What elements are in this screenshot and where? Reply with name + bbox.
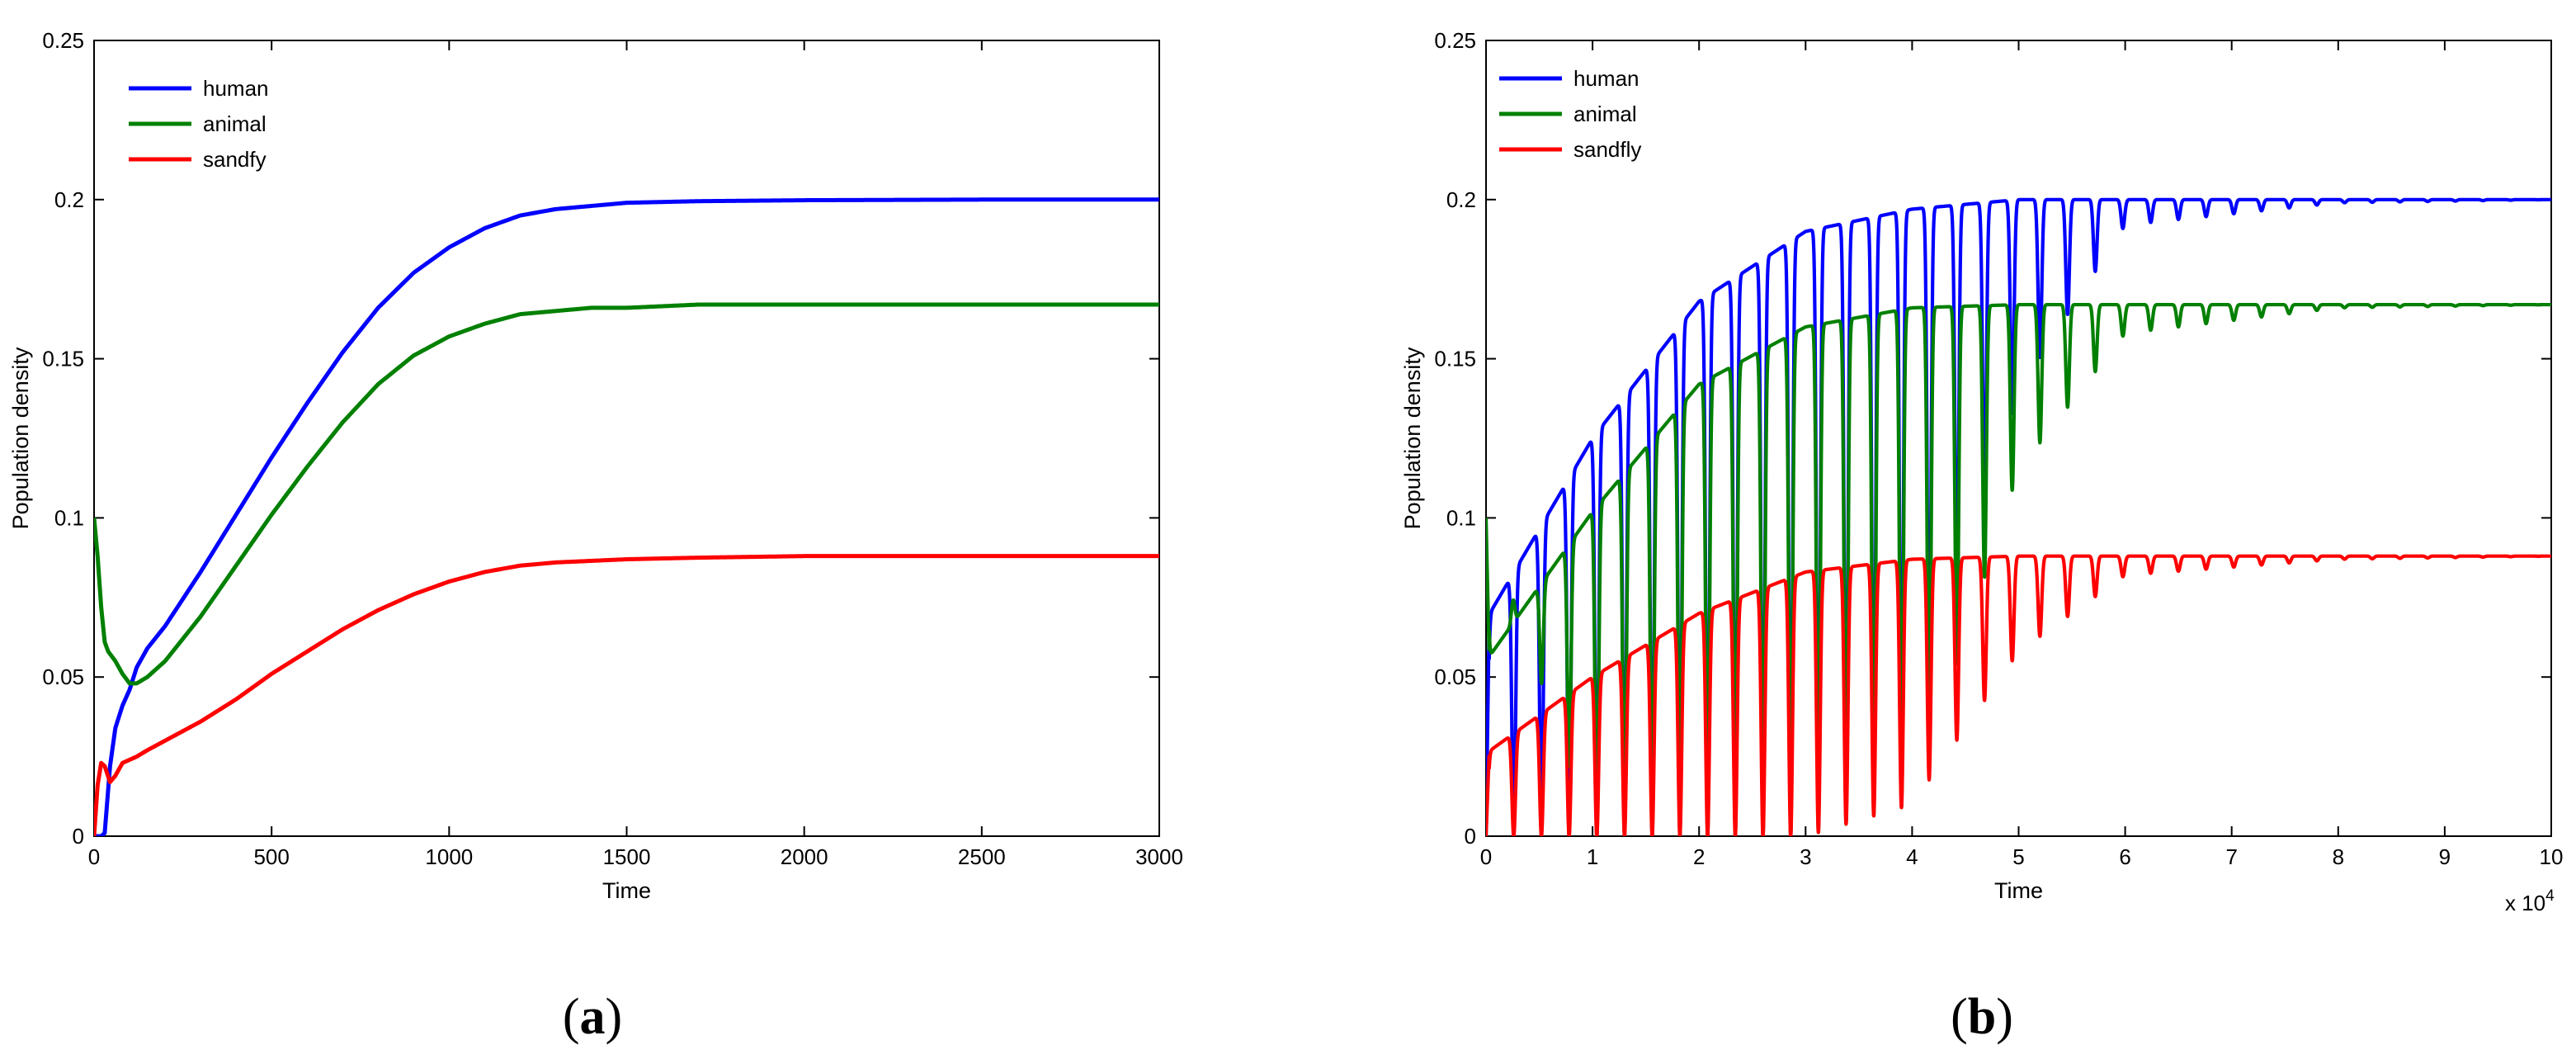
- panel-a-chart: 0 500 1000 1500 2000 2500 3000 0 0.05 0.1 0.15 0.2 0…: [8, 28, 1183, 1045]
- panel-a-legend-label-sandfy: sandfy: [203, 147, 267, 172]
- panel-b-y-tick-label: 0.15: [1434, 347, 1476, 371]
- panel-a-series-line-animal: [94, 302, 1159, 686]
- panel-a-y-tick-label: 0.15: [42, 347, 84, 371]
- panel-a-x-tick-label: 1500: [603, 844, 651, 869]
- panel-b-x-tick-label: 2: [1693, 844, 1705, 869]
- panel-b-y-axis-label: Population density: [1400, 347, 1425, 529]
- panel-b-legend-label-sandfly: sandfly: [1573, 137, 1641, 162]
- panel-b-x-tick-label: 3: [1800, 844, 1811, 869]
- panel-b-x-exponent-power: 4: [2545, 887, 2555, 905]
- panel-a-x-axis-label: Time: [602, 878, 651, 903]
- panel-b-caption-close: ): [1996, 989, 2013, 1045]
- panel-a-x-tick-label: 1000: [425, 844, 473, 869]
- panel-b-x-tick-label: 0: [1480, 844, 1492, 869]
- panel-a-caption-close: ): [606, 989, 623, 1045]
- panel-b-x-tick-label: 5: [2012, 844, 2024, 869]
- panel-a-y-tick-label: 0.1: [54, 505, 84, 530]
- panel-b-y-tick-label: 0.05: [1434, 664, 1476, 689]
- panel-b-y-tick-label: 0.25: [1434, 28, 1476, 53]
- panel-a-y-tick-label: 0: [73, 824, 84, 849]
- panel-b-legend-label-animal: animal: [1573, 102, 1637, 126]
- panel-b-series-line-sandfly: [1486, 554, 2551, 836]
- panel-b-y-tick-label: 0.1: [1446, 505, 1476, 530]
- panel-b-x-tick-label: 4: [1906, 844, 1918, 869]
- panel-b-x-tick-label: 8: [2333, 844, 2344, 869]
- panel-b-x-tick-label: 7: [2225, 844, 2237, 869]
- panel-a-caption-letter: a: [580, 989, 606, 1045]
- panel-a-plot-frame: [93, 40, 1160, 837]
- panel-a-x-tick-label: 3000: [1135, 844, 1183, 869]
- panel-b-panel-caption: (b): [1951, 989, 2013, 1045]
- panel-a-y-tick-label: 0.25: [42, 28, 84, 53]
- panel-a-panel-caption: (a): [563, 989, 622, 1045]
- panel-a-x-tick-label: 2500: [958, 844, 1006, 869]
- panel-b-chart: 0 1 2 3 4 5 6 7 8 9 10 0 0.05 0.1 0.15 0.2 0.25 Time Popul…: [1400, 28, 2563, 1045]
- panel-b-series-line-animal: [1486, 302, 2551, 836]
- panel-b-caption-letter: b: [1968, 989, 1996, 1045]
- panel-a-y-tick-label: 0.2: [54, 187, 84, 212]
- panel-b-series-line-human: [1486, 197, 2551, 836]
- panel-a-series-line-sandfy: [94, 554, 1159, 836]
- panel-a-series-line-human: [94, 197, 1159, 836]
- panel-b-x-exponent-label: x 104: [2505, 887, 2555, 915]
- panel-a-x-tick-label: 2000: [781, 844, 828, 869]
- panel-b-x-exponent-base: x 10: [2505, 891, 2545, 915]
- panel-a-caption-open: (: [563, 989, 580, 1045]
- panel-a-y-tick-label: 0.05: [42, 664, 84, 689]
- panel-b-legend-label-human: human: [1573, 66, 1639, 91]
- panel-b-x-tick-label: 9: [2439, 844, 2451, 869]
- panel-a-y-axis-label: Population density: [8, 347, 33, 529]
- panel-b-x-tick-label: 10: [2540, 844, 2564, 869]
- panel-b-caption-open: (: [1951, 989, 1968, 1045]
- panel-a-x-tick-label: 500: [253, 844, 289, 869]
- panel-a-x-tick-label: 0: [88, 844, 100, 869]
- panel-b-x-axis-label: Time: [1994, 878, 2043, 903]
- panel-b-plot-frame: [1485, 40, 2552, 837]
- panel-b-y-tick-label: 0: [1465, 824, 1476, 849]
- panel-b-x-tick-label: 6: [2119, 844, 2130, 869]
- panel-b-x-tick-label: 1: [1587, 844, 1598, 869]
- panel-a-legend-label-human: human: [203, 76, 269, 101]
- panel-b-y-tick-label: 0.2: [1446, 187, 1476, 212]
- panel-a-legend-label-animal: animal: [203, 111, 267, 136]
